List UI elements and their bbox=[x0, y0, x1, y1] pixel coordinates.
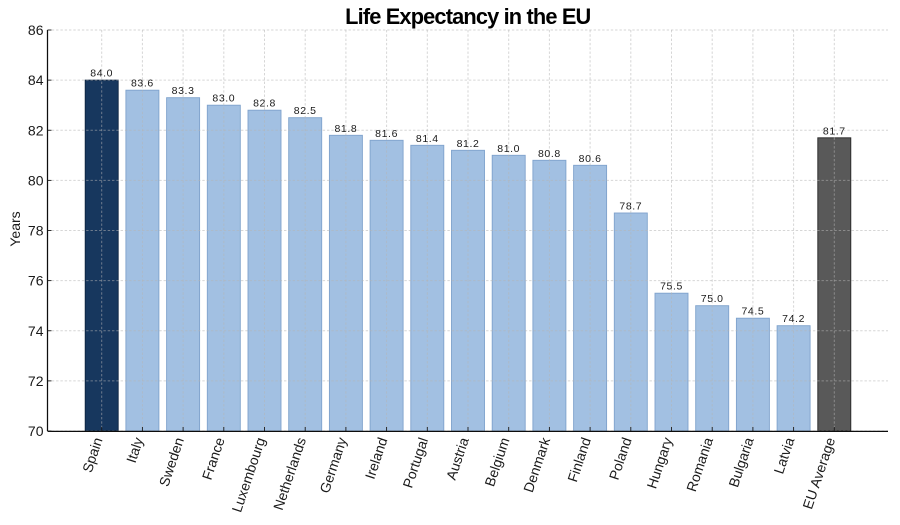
svg-text:81.6: 81.6 bbox=[375, 128, 398, 140]
svg-text:78.7: 78.7 bbox=[619, 201, 642, 213]
svg-text:86: 86 bbox=[28, 22, 44, 38]
svg-text:83.3: 83.3 bbox=[172, 85, 195, 97]
svg-text:74.5: 74.5 bbox=[741, 306, 764, 318]
svg-text:84.0: 84.0 bbox=[90, 68, 113, 80]
svg-text:83.0: 83.0 bbox=[212, 93, 235, 105]
svg-text:80.8: 80.8 bbox=[538, 148, 561, 160]
svg-text:82.8: 82.8 bbox=[253, 98, 276, 110]
svg-text:80.6: 80.6 bbox=[579, 153, 602, 165]
svg-text:74: 74 bbox=[28, 323, 44, 339]
svg-text:80: 80 bbox=[28, 172, 44, 188]
svg-text:Life Expectancy in the EU: Life Expectancy in the EU bbox=[345, 4, 590, 29]
svg-text:81.4: 81.4 bbox=[416, 133, 439, 145]
svg-text:82: 82 bbox=[28, 122, 44, 138]
svg-text:83.6: 83.6 bbox=[131, 78, 154, 90]
svg-text:84: 84 bbox=[28, 72, 44, 88]
svg-text:78: 78 bbox=[28, 223, 44, 239]
svg-text:Years: Years bbox=[7, 211, 23, 246]
svg-text:76: 76 bbox=[28, 273, 44, 289]
svg-text:81.8: 81.8 bbox=[334, 123, 357, 135]
svg-text:81.0: 81.0 bbox=[497, 143, 520, 155]
svg-text:75.0: 75.0 bbox=[701, 293, 724, 305]
svg-text:Italy: Italy bbox=[123, 435, 146, 464]
svg-text:72: 72 bbox=[28, 373, 44, 389]
svg-text:82.5: 82.5 bbox=[294, 105, 317, 117]
svg-text:75.5: 75.5 bbox=[660, 281, 683, 293]
svg-text:81.7: 81.7 bbox=[823, 125, 846, 137]
svg-text:74.2: 74.2 bbox=[782, 313, 805, 325]
svg-text:81.2: 81.2 bbox=[457, 138, 480, 150]
svg-text:70: 70 bbox=[28, 423, 44, 439]
